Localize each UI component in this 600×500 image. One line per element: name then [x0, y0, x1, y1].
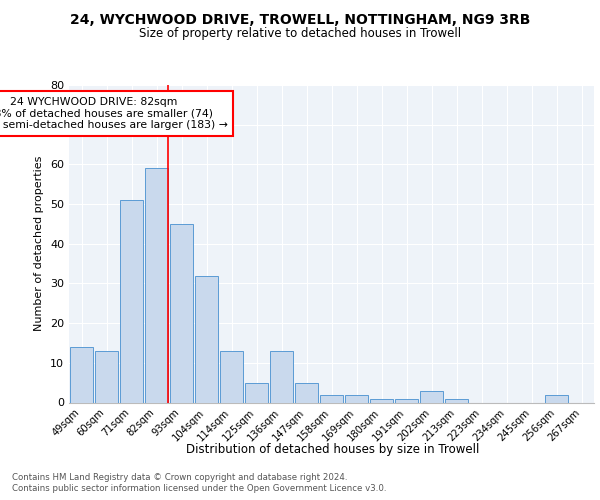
Bar [270, 351, 293, 403]
Bar [420, 390, 443, 402]
Bar [395, 398, 418, 402]
Bar [70, 347, 93, 403]
Bar [245, 382, 268, 402]
Text: 24, WYCHWOOD DRIVE, TROWELL, NOTTINGHAM, NG9 3RB: 24, WYCHWOOD DRIVE, TROWELL, NOTTINGHAM,… [70, 12, 530, 26]
Y-axis label: Number of detached properties: Number of detached properties [34, 156, 44, 332]
Text: 24 WYCHWOOD DRIVE: 82sqm
← 28% of detached houses are smaller (74)
70% of semi-d: 24 WYCHWOOD DRIVE: 82sqm ← 28% of detach… [0, 97, 227, 130]
Bar [445, 398, 468, 402]
Bar [320, 394, 343, 402]
Bar [220, 351, 243, 403]
Bar [195, 276, 218, 402]
Bar [345, 394, 368, 402]
Bar [95, 351, 118, 403]
Text: Size of property relative to detached houses in Trowell: Size of property relative to detached ho… [139, 28, 461, 40]
Text: Distribution of detached houses by size in Trowell: Distribution of detached houses by size … [187, 442, 479, 456]
Bar [370, 398, 393, 402]
Text: Contains HM Land Registry data © Crown copyright and database right 2024.: Contains HM Land Registry data © Crown c… [12, 472, 347, 482]
Text: Contains public sector information licensed under the Open Government Licence v3: Contains public sector information licen… [12, 484, 386, 493]
Bar [545, 394, 568, 402]
Bar [145, 168, 168, 402]
Bar [170, 224, 193, 402]
Bar [120, 200, 143, 402]
Bar [295, 382, 318, 402]
